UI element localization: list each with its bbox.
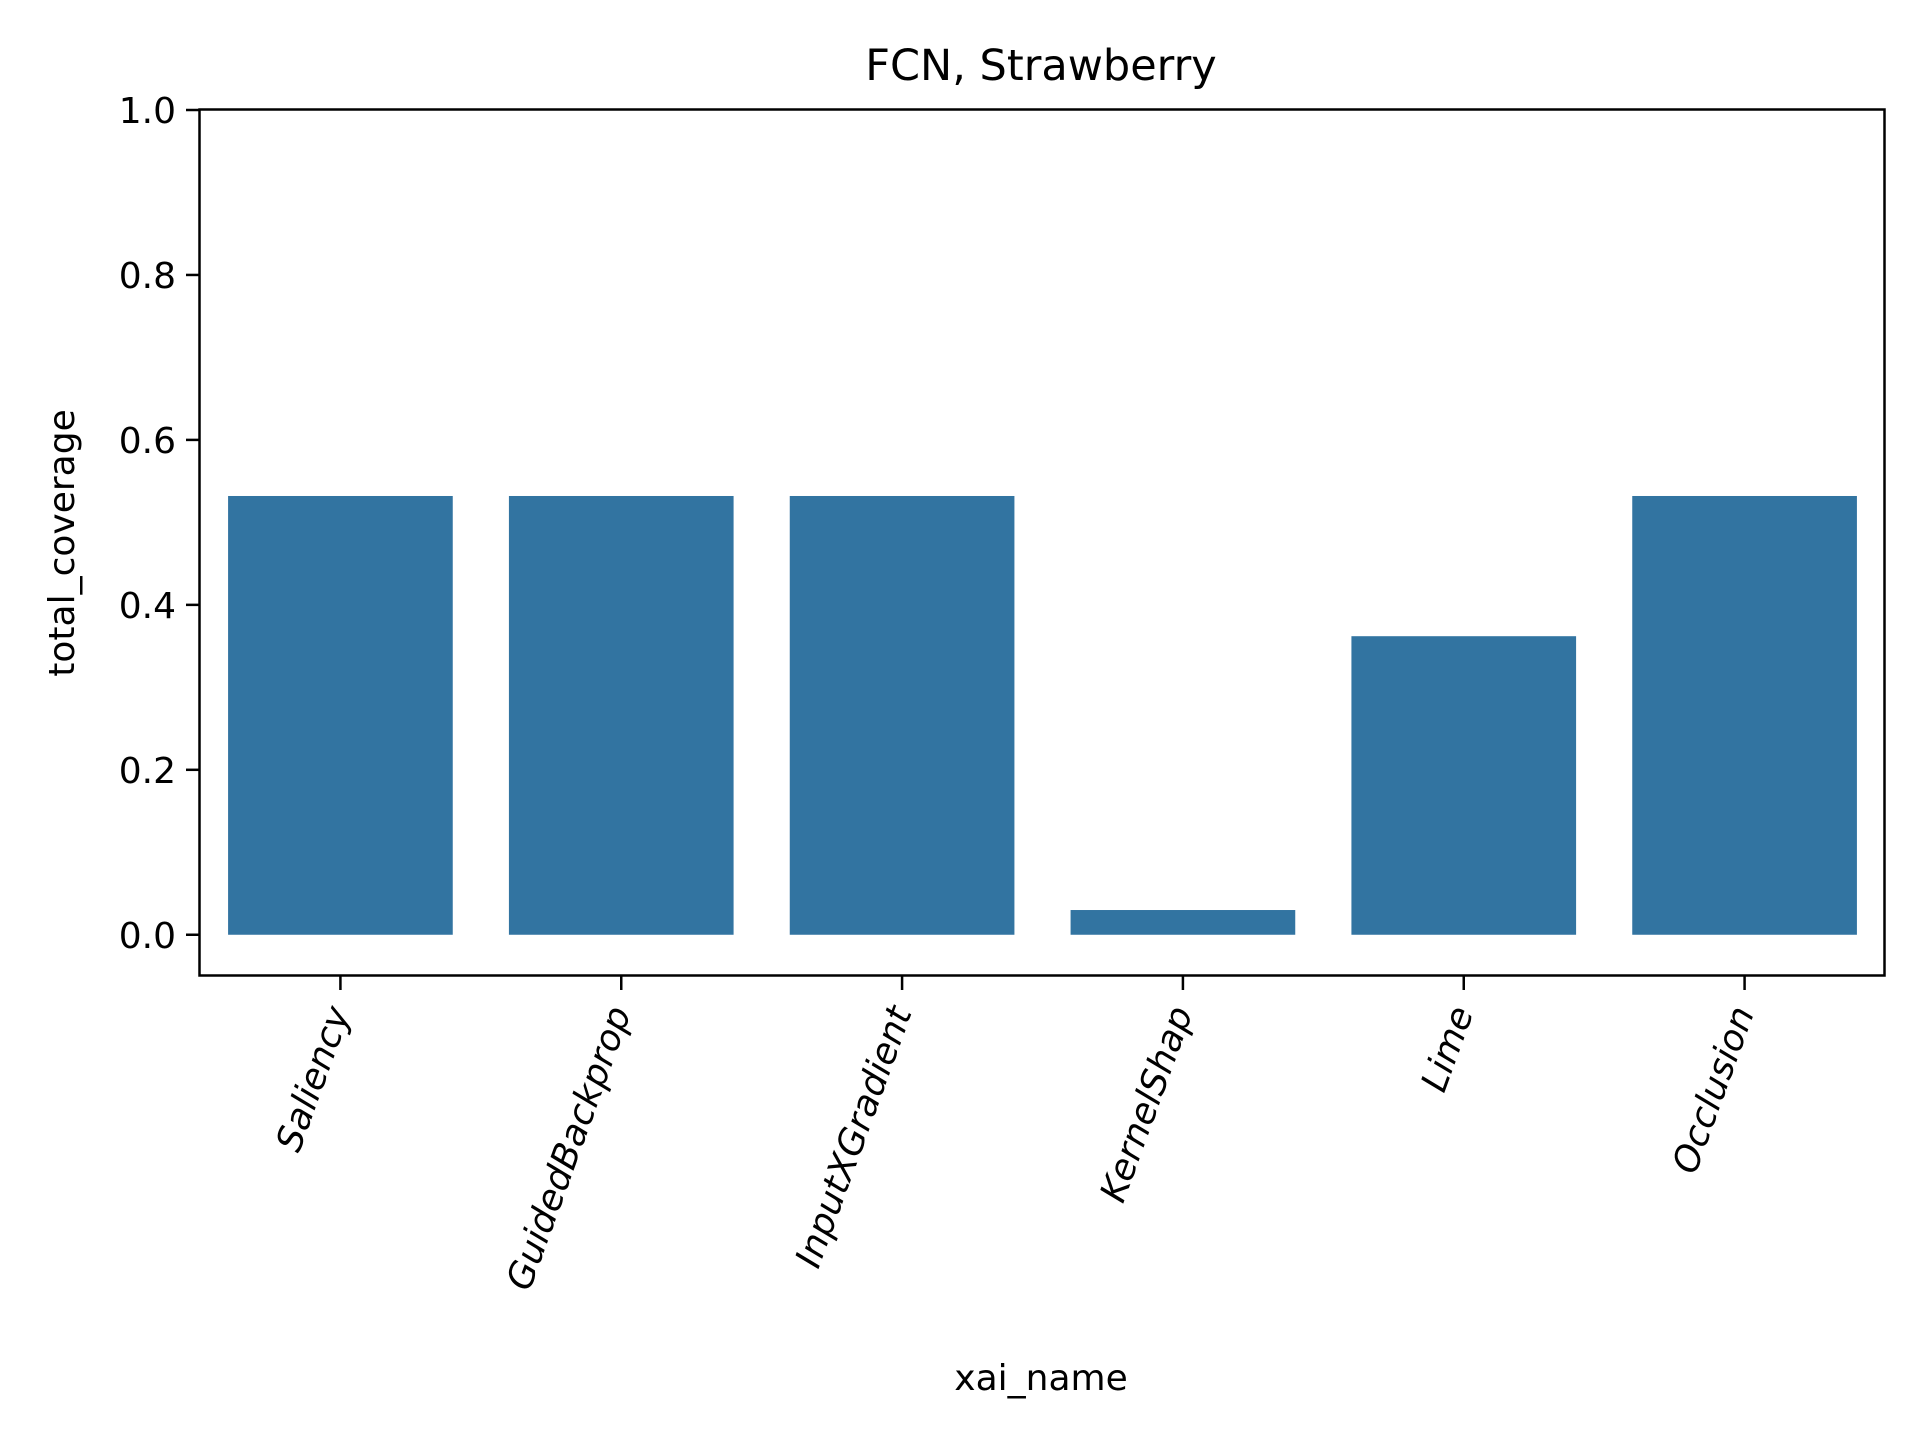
bar-kernelshap [1070,910,1296,935]
bar-saliency [228,495,453,935]
y-tick-label: 0.8 [119,256,176,297]
y-tick-label: 0.0 [119,916,176,957]
y-tick-label: 1.0 [119,91,176,132]
y-axis-title: total_coverage [42,409,83,676]
plot-area-frame [198,108,1886,977]
x-axis-title: xai_name [954,1358,1127,1399]
bar-guidedbackprop [508,495,734,935]
y-tick-label: 0.6 [119,421,176,462]
y-axis-ticks: 0.0 0.2 0.4 0.6 0.8 1.0 [119,91,200,957]
chart-title: FCN, Strawberry [865,41,1216,91]
bar-occlusion [1632,495,1857,935]
y-tick-label: 0.2 [119,751,176,792]
bars-layer [228,495,1857,935]
bar-lime [1351,636,1577,935]
bar-inputxgradient [789,495,1015,935]
y-tick-label: 0.4 [119,586,176,627]
